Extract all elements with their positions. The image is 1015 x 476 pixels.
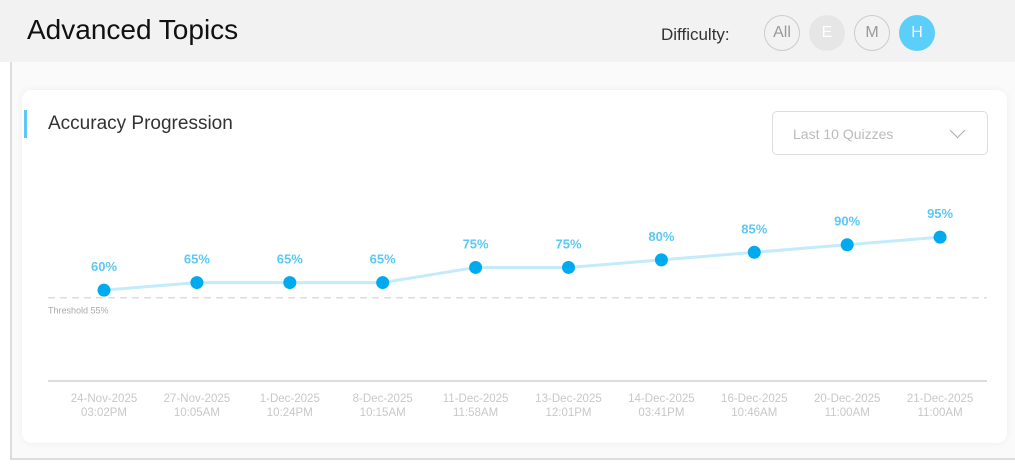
x-tick-date: 8-Dec-2025 [353, 393, 413, 405]
x-tick-date: 20-Dec-2025 [814, 393, 880, 405]
data-label: 65% [184, 252, 210, 267]
data-label: 85% [741, 221, 767, 236]
page-title: Advanced Topics [27, 14, 239, 45]
data-point [654, 253, 668, 267]
data-label: 95% [927, 206, 953, 221]
data-label: 80% [648, 229, 674, 244]
data-point [747, 245, 761, 259]
data-point [840, 238, 854, 252]
data-label: 60% [91, 259, 117, 274]
x-tick-date: 21-Dec-2025 [907, 393, 973, 405]
data-point [933, 230, 947, 244]
filter-medium-button[interactable]: M [854, 15, 890, 51]
data-point [190, 276, 204, 290]
data-label: 90% [834, 214, 860, 229]
x-tick-date: 1-Dec-2025 [260, 393, 320, 405]
title-accent-bar [24, 110, 27, 138]
filter-all-button[interactable]: All [764, 15, 800, 51]
x-tick-date: 16-Dec-2025 [721, 393, 787, 405]
data-point [376, 276, 390, 290]
x-tick-time: 11:58AM [453, 407, 498, 419]
x-tick-date: 24-Nov-2025 [71, 393, 137, 405]
difficulty-label: Difficulty: [661, 25, 730, 44]
x-tick-date: 14-Dec-2025 [628, 393, 694, 405]
range-select[interactable]: Last 10 Quizzes [772, 111, 988, 155]
x-tick-time: 10:15AM [360, 407, 406, 419]
data-point [469, 260, 483, 274]
x-tick-date: 13-Dec-2025 [535, 393, 601, 405]
x-tick-time: 03:41PM [638, 407, 684, 419]
data-label: 75% [555, 236, 581, 251]
data-label: 65% [370, 252, 396, 267]
x-tick-time: 10:24PM [267, 407, 313, 419]
header-bar [0, 0, 1015, 62]
filter-easy-button[interactable]: E [809, 15, 845, 51]
series-line [103, 235, 941, 292]
x-tick-time: 11:00AM [918, 407, 963, 419]
data-point [283, 276, 297, 290]
x-tick-time: 10:46AM [731, 407, 777, 419]
threshold-label: Threshold 55% [48, 306, 109, 316]
data-label: 65% [277, 252, 303, 267]
card-title: Accuracy Progression [48, 113, 233, 134]
x-tick-time: 10:05AM [174, 407, 220, 419]
x-tick-time: 11:00AM [825, 407, 870, 419]
data-label: 75% [463, 236, 489, 251]
data-point [562, 260, 575, 274]
x-tick-time: 12:01PM [545, 407, 591, 419]
x-tick-date: 11-Dec-2025 [443, 393, 509, 405]
data-point [97, 283, 111, 297]
filter-hard-button[interactable]: H [899, 15, 935, 51]
x-tick-date: 27-Nov-2025 [164, 393, 230, 405]
x-tick-time: 03:02PM [81, 407, 127, 419]
range-select-value: Last 10 Quizzes [793, 126, 894, 142]
